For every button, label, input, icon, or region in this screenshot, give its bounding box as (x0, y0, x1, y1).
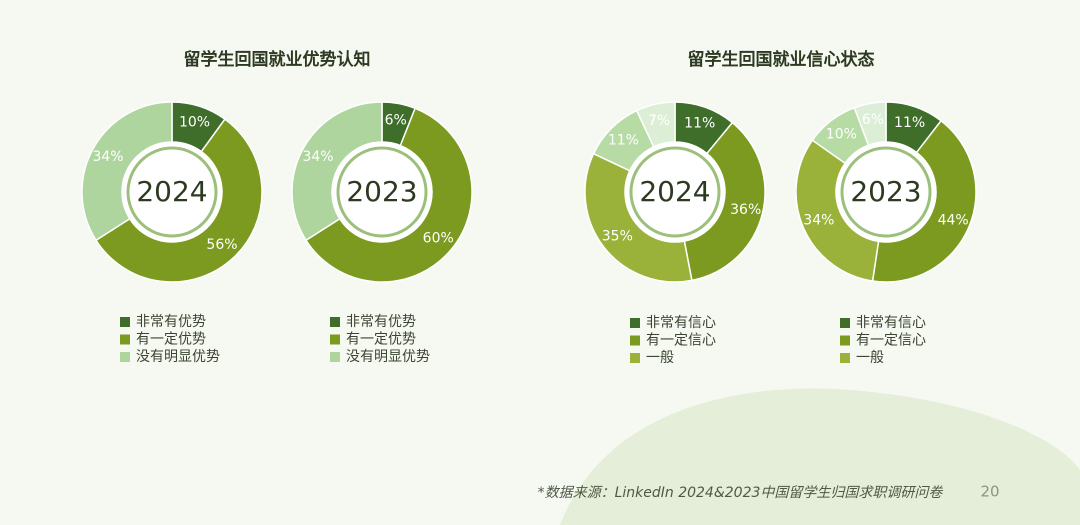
center-disc (332, 142, 432, 242)
legend-swatch (120, 317, 130, 327)
slice-label: 36% (730, 202, 761, 218)
legend-label: 没有明显优势 (136, 349, 220, 365)
legend-label: 一般 (856, 350, 884, 366)
legend-swatch (330, 352, 340, 362)
legend-swatch (120, 334, 130, 345)
center-ring (336, 146, 428, 238)
slice-label: 34% (92, 149, 123, 165)
center-label: 2024 (639, 175, 710, 208)
legend-swatch (630, 335, 640, 346)
legend-label: 非常有信心 (646, 315, 716, 331)
slice-label: 11% (894, 115, 925, 131)
legend-label: 有一定信心 (646, 333, 716, 349)
legend-swatch (630, 318, 640, 328)
legend-swatch (840, 318, 850, 328)
slice-label: 6% (862, 112, 884, 128)
slice-label: 60% (423, 231, 454, 247)
center-label: 2023 (346, 175, 417, 208)
center-ring (629, 146, 721, 238)
legend-swatch (840, 335, 850, 346)
legend-swatch (330, 317, 340, 327)
slice-label: 10% (179, 115, 210, 131)
legend-label: 非常有信心 (856, 315, 926, 331)
legend-label: 一般 (646, 350, 674, 366)
slice-label: 56% (206, 237, 237, 253)
source: *数据来源：LinkedIn 2024&2023中国留学生归国求职调研问卷 (538, 485, 944, 501)
center-label: 2024 (136, 175, 207, 208)
center-disc (122, 142, 222, 242)
legend-swatch (120, 352, 130, 362)
slice-label: 34% (302, 149, 333, 165)
slice-label: 10% (826, 126, 857, 142)
legend-label: 有一定优势 (136, 332, 206, 348)
center-ring (126, 146, 218, 238)
background-shape (560, 388, 1080, 525)
chart-title: 留学生回国就业优势认知 (184, 49, 371, 70)
slice-label: 11% (608, 132, 639, 148)
slice-label: 35% (602, 229, 633, 245)
legend-swatch (630, 353, 640, 363)
slice (795, 139, 880, 282)
slice-label: 6% (385, 112, 407, 128)
legend-label: 有一定优势 (346, 332, 416, 348)
slice-label: 11% (684, 115, 715, 131)
legend-swatch (330, 334, 340, 345)
legend-label: 有一定信心 (856, 333, 926, 349)
slice-label: 44% (938, 213, 969, 229)
center-ring (840, 146, 932, 238)
legend-label: 非常有优势 (136, 314, 206, 330)
center-disc (625, 142, 725, 242)
slice-label: 7% (648, 113, 670, 129)
page-number: 20 (980, 483, 999, 501)
center-disc (836, 142, 936, 242)
legend-label: 没有明显优势 (346, 349, 430, 365)
slice-label: 34% (803, 213, 834, 229)
legend-swatch (840, 353, 850, 363)
center-label: 2023 (850, 175, 921, 208)
chart-title: 留学生回国就业信心状态 (688, 49, 875, 70)
legend-label: 非常有优势 (346, 314, 416, 330)
